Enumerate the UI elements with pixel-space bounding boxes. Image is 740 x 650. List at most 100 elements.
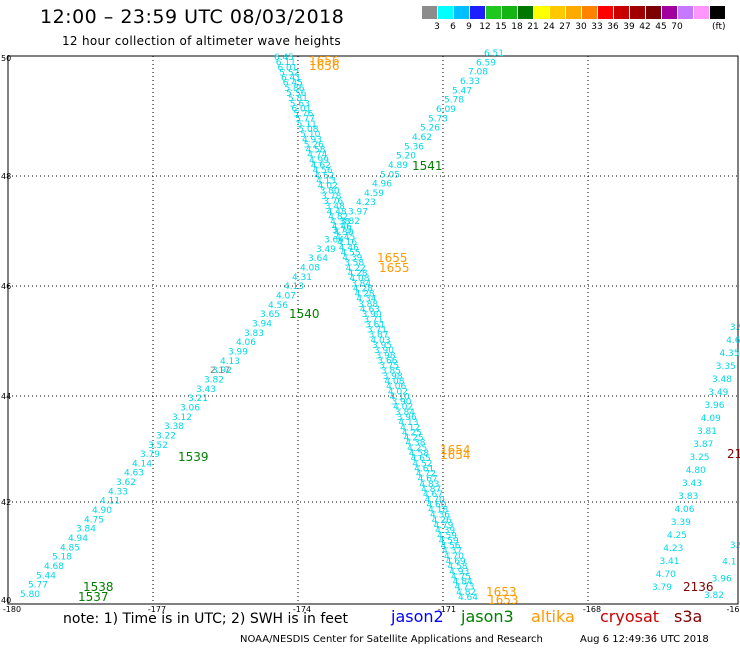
wave-height-value: 4.13 xyxy=(220,357,240,367)
legend-value: 45 xyxy=(655,22,667,32)
wave-height-value: 5.77 xyxy=(295,115,315,125)
wave-height-value: 5.26 xyxy=(304,140,324,150)
legend-value: 12 xyxy=(479,22,491,32)
legend-swatch xyxy=(614,6,630,19)
wave-height-value: 5.05 xyxy=(380,170,400,180)
legend-swatch xyxy=(550,6,566,19)
wave-height-value: 6.33 xyxy=(460,77,480,87)
wave-height-value: 4.62 xyxy=(311,161,331,171)
wave-height-value: 6.45 xyxy=(274,53,294,63)
wave-height-value: 4.93 xyxy=(449,567,469,577)
wave-height-value: 6.51 xyxy=(484,49,504,59)
wave-height-value: 3.80 xyxy=(320,187,340,197)
wave-height-value: 3.71 xyxy=(363,315,383,325)
legend-value: 30 xyxy=(575,22,587,32)
wave-height-value: 4.14 xyxy=(132,459,152,469)
wave-height-value: 4.25 xyxy=(402,428,422,438)
legend-value: 70 xyxy=(671,22,683,32)
wave-height-value: 6.01 xyxy=(291,104,311,114)
satellite-s3a: s3a xyxy=(674,607,703,626)
legend-swatch xyxy=(438,6,454,19)
wave-height-value: 4.11 xyxy=(100,497,120,507)
legend-swatch xyxy=(566,6,582,19)
wave-height-value: 3.83 xyxy=(678,492,698,502)
wave-height-value: 3.97 xyxy=(348,208,368,218)
longitude-label: -180 xyxy=(3,605,21,614)
legend-value: 42 xyxy=(639,22,651,32)
wave-height-value: 4.82 xyxy=(328,212,348,222)
legend-value: 6 xyxy=(450,22,456,32)
wave-height-value: 4.31 xyxy=(292,273,312,283)
wave-height-value: 4.28 xyxy=(355,290,375,300)
wave-height-value: 4.70 xyxy=(425,495,445,505)
legend-swatch xyxy=(598,6,614,19)
wave-height-value: 3.92 xyxy=(212,366,232,376)
wave-height-value: 5.08 xyxy=(298,125,318,135)
wave-height-value: 5.63 xyxy=(290,99,310,109)
wave-height-value: 4.35 xyxy=(719,349,739,359)
wave-height-value: 4.08 xyxy=(349,274,369,284)
wave-height-value: 3.64 xyxy=(308,254,328,264)
wave-height-value: 3.79 xyxy=(140,450,160,460)
wave-height-value: 3.43 xyxy=(196,385,216,395)
satellite-jason3: jason3 xyxy=(461,607,514,626)
wave-height-value: 4.58 xyxy=(409,449,429,459)
longitude-label: -171 xyxy=(438,605,456,614)
wave-height-value: 4.99 xyxy=(309,156,329,166)
wave-height-value: 4.02 xyxy=(393,403,413,413)
wave-height-value: 4.63 xyxy=(124,469,144,479)
wave-height-value: 4.22 xyxy=(346,264,366,274)
wave-height-value: 4.33 xyxy=(108,487,128,497)
wave-height-value: 4.56 xyxy=(440,542,460,552)
wave-height-value: 5.36 xyxy=(404,142,424,152)
wave-height-value: 4.06 xyxy=(386,382,406,392)
legend-value: 27 xyxy=(559,22,571,32)
legend-value: 9 xyxy=(466,22,472,32)
legend-value: 39 xyxy=(623,22,635,32)
wave-height-value: 4.58 xyxy=(447,562,467,572)
wave-height-value: 3.35 xyxy=(716,362,736,372)
wave-height-value: 4.70 xyxy=(656,570,676,580)
wave-height-value: 4.28 xyxy=(348,269,368,279)
wave-height-value: 4.23 xyxy=(663,544,683,554)
pass-time-label: 1538 xyxy=(83,580,114,594)
wave-height-value: 5.81 xyxy=(288,94,308,104)
wave-height-value: 3.78 xyxy=(321,192,341,202)
wave-height-value: 4.87 xyxy=(421,485,441,495)
wave-height-value: 4.36 xyxy=(430,511,450,521)
wave-height-value: 6.59 xyxy=(476,58,496,68)
wave-height-value: 4.59 xyxy=(364,189,384,199)
wave-height-value: 3.83 xyxy=(244,329,264,339)
wave-height-value: 3.22 xyxy=(156,431,176,441)
wave-height-value: 5.56 xyxy=(286,89,306,99)
wave-height-value: 3.52 xyxy=(148,441,168,451)
longitude-label: -177 xyxy=(148,605,166,614)
wave-height-value: 3.82 xyxy=(704,591,724,601)
legend-swatch xyxy=(646,6,662,19)
wave-height-value: 3.90 xyxy=(391,398,411,408)
wave-height-value: 4.96 xyxy=(372,180,392,190)
latitude-label: 44 xyxy=(1,392,11,401)
wave-height-value: 3.82 xyxy=(340,217,360,227)
wave-height-value: 4.02 xyxy=(318,182,338,192)
legend-value: 15 xyxy=(495,22,507,32)
legend-swatch xyxy=(518,6,534,19)
pass-time-label: 1655 xyxy=(377,251,408,265)
wave-height-value: 3.87 xyxy=(693,440,713,450)
latitude-label: 40 xyxy=(1,596,11,605)
wave-height-value: 7.08 xyxy=(468,68,488,78)
wave-height-value: 4.80 xyxy=(686,466,706,476)
wave-height-value: 4.52 xyxy=(412,459,432,469)
latitude-label: 46 xyxy=(1,282,11,291)
map-frame xyxy=(7,55,739,605)
wave-height-value: 5.77 xyxy=(28,581,48,591)
wave-height-value: 4.26 xyxy=(432,516,452,526)
wave-height-value: 4.69 xyxy=(446,557,466,567)
legend-swatch xyxy=(694,6,710,19)
wave-height-value: 4.56 xyxy=(268,301,288,311)
wave-height-value: 4.25 xyxy=(407,444,427,454)
pass-time-label: 1655 xyxy=(379,261,410,275)
wave-height-value: 4.34 xyxy=(356,295,376,305)
pass-time-label: 1541 xyxy=(412,159,443,173)
